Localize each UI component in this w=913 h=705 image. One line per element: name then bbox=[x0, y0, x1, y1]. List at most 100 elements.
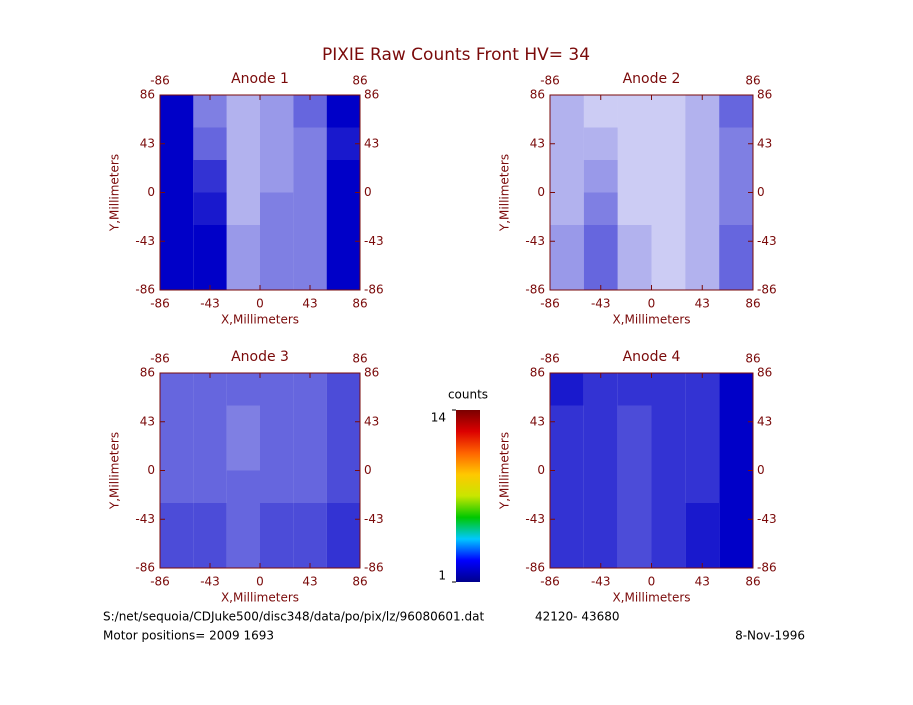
panel-title: Anode 4 bbox=[623, 349, 681, 365]
count-cell bbox=[193, 95, 227, 128]
x-axis-label: X,Millimeters bbox=[221, 591, 299, 605]
y-tick-label: 86 bbox=[530, 88, 545, 102]
count-cell bbox=[550, 225, 584, 258]
count-cell bbox=[293, 373, 327, 406]
count-cell bbox=[583, 503, 618, 536]
y-tick-label-right: -43 bbox=[364, 512, 384, 526]
y-tick-label-right: 43 bbox=[757, 136, 772, 150]
count-cell bbox=[260, 257, 294, 290]
y-tick-label: -43 bbox=[135, 512, 155, 526]
x-tick-label: -43 bbox=[200, 297, 220, 311]
file-path: S:/net/sequoia/CDJuke500/disc348/data/po… bbox=[103, 610, 484, 624]
y-tick-label-right: 0 bbox=[757, 463, 765, 477]
count-cell bbox=[226, 470, 260, 503]
date: 8-Nov-1996 bbox=[735, 629, 805, 643]
top-axis-label: 86 bbox=[745, 74, 760, 88]
count-cell bbox=[226, 373, 260, 406]
count-cell bbox=[260, 225, 294, 258]
count-cell bbox=[685, 192, 720, 225]
y-tick-label-right: -86 bbox=[364, 561, 384, 575]
count-cell bbox=[583, 127, 618, 160]
y-tick-label: 0 bbox=[147, 463, 155, 477]
y-tick-label-right: 86 bbox=[364, 366, 379, 380]
count-cell bbox=[685, 535, 720, 568]
top-axis-label: -86 bbox=[540, 352, 560, 366]
y-tick-label: 43 bbox=[140, 136, 155, 150]
count-cell bbox=[193, 257, 227, 290]
count-cell bbox=[293, 160, 327, 193]
x-axis-label: X,Millimeters bbox=[612, 313, 690, 327]
count-cell bbox=[651, 257, 686, 290]
y-tick-label: -43 bbox=[525, 234, 545, 248]
count-cell bbox=[293, 192, 327, 225]
x-tick-label: 0 bbox=[648, 575, 656, 589]
count-cell bbox=[293, 438, 327, 471]
y-tick-label-right: -86 bbox=[757, 283, 777, 297]
x-tick-label: 0 bbox=[256, 575, 264, 589]
count-cell bbox=[260, 95, 294, 128]
x-axis-label: X,Millimeters bbox=[221, 313, 299, 327]
count-cell bbox=[583, 438, 618, 471]
count-cell bbox=[685, 160, 720, 193]
count-cell bbox=[260, 438, 294, 471]
y-tick-label: 43 bbox=[140, 414, 155, 428]
x-tick-label: 86 bbox=[352, 575, 367, 589]
count-cell bbox=[550, 257, 584, 290]
count-cell bbox=[719, 438, 753, 471]
y-tick-label: -86 bbox=[525, 283, 545, 297]
count-cell bbox=[160, 535, 194, 568]
count-cell bbox=[719, 470, 753, 503]
count-cell bbox=[719, 192, 753, 225]
count-cell bbox=[651, 438, 686, 471]
count-cell bbox=[160, 470, 194, 503]
count-cell bbox=[326, 438, 360, 471]
y-axis-label: Y,Millimeters bbox=[108, 432, 122, 510]
count-cell bbox=[550, 95, 584, 128]
colorbar-tick-label: 14 bbox=[431, 411, 446, 425]
top-axis-label: -86 bbox=[150, 352, 170, 366]
y-tick-label-right: -43 bbox=[364, 234, 384, 248]
count-cell bbox=[193, 470, 227, 503]
y-tick-label-right: 43 bbox=[364, 414, 379, 428]
count-cell bbox=[685, 405, 720, 438]
count-cell bbox=[260, 192, 294, 225]
count-cell bbox=[226, 535, 260, 568]
event-range: 42120- 43680 bbox=[535, 610, 620, 624]
count-cell bbox=[326, 405, 360, 438]
count-cell bbox=[617, 470, 652, 503]
count-cell bbox=[583, 160, 618, 193]
count-cell bbox=[617, 192, 652, 225]
count-cell bbox=[617, 373, 652, 406]
motor-positions: Motor positions= 2009 1693 bbox=[103, 629, 274, 643]
count-cell bbox=[226, 127, 260, 160]
x-axis-label: X,Millimeters bbox=[612, 591, 690, 605]
count-cell bbox=[685, 438, 720, 471]
colorbar-tick-label: 1 bbox=[438, 569, 446, 583]
count-cell bbox=[226, 257, 260, 290]
y-tick-label: -86 bbox=[135, 561, 155, 575]
count-cell bbox=[326, 373, 360, 406]
y-tick-label-right: 0 bbox=[364, 463, 372, 477]
count-cell bbox=[260, 470, 294, 503]
count-cell bbox=[685, 503, 720, 536]
count-cell bbox=[260, 535, 294, 568]
count-cell bbox=[550, 127, 584, 160]
top-axis-label: 86 bbox=[352, 352, 367, 366]
count-cell bbox=[293, 127, 327, 160]
count-cell bbox=[719, 257, 753, 290]
x-tick-label: -86 bbox=[540, 297, 560, 311]
count-cell bbox=[326, 257, 360, 290]
count-cell bbox=[719, 405, 753, 438]
count-cell bbox=[226, 405, 260, 438]
count-cell bbox=[617, 160, 652, 193]
count-cell bbox=[326, 225, 360, 258]
count-cell bbox=[583, 405, 618, 438]
y-tick-label-right: 86 bbox=[757, 366, 772, 380]
count-cell bbox=[193, 160, 227, 193]
y-tick-label: 0 bbox=[537, 185, 545, 199]
count-cell bbox=[617, 225, 652, 258]
count-cell bbox=[160, 257, 194, 290]
count-cell bbox=[160, 438, 194, 471]
count-cell bbox=[685, 257, 720, 290]
